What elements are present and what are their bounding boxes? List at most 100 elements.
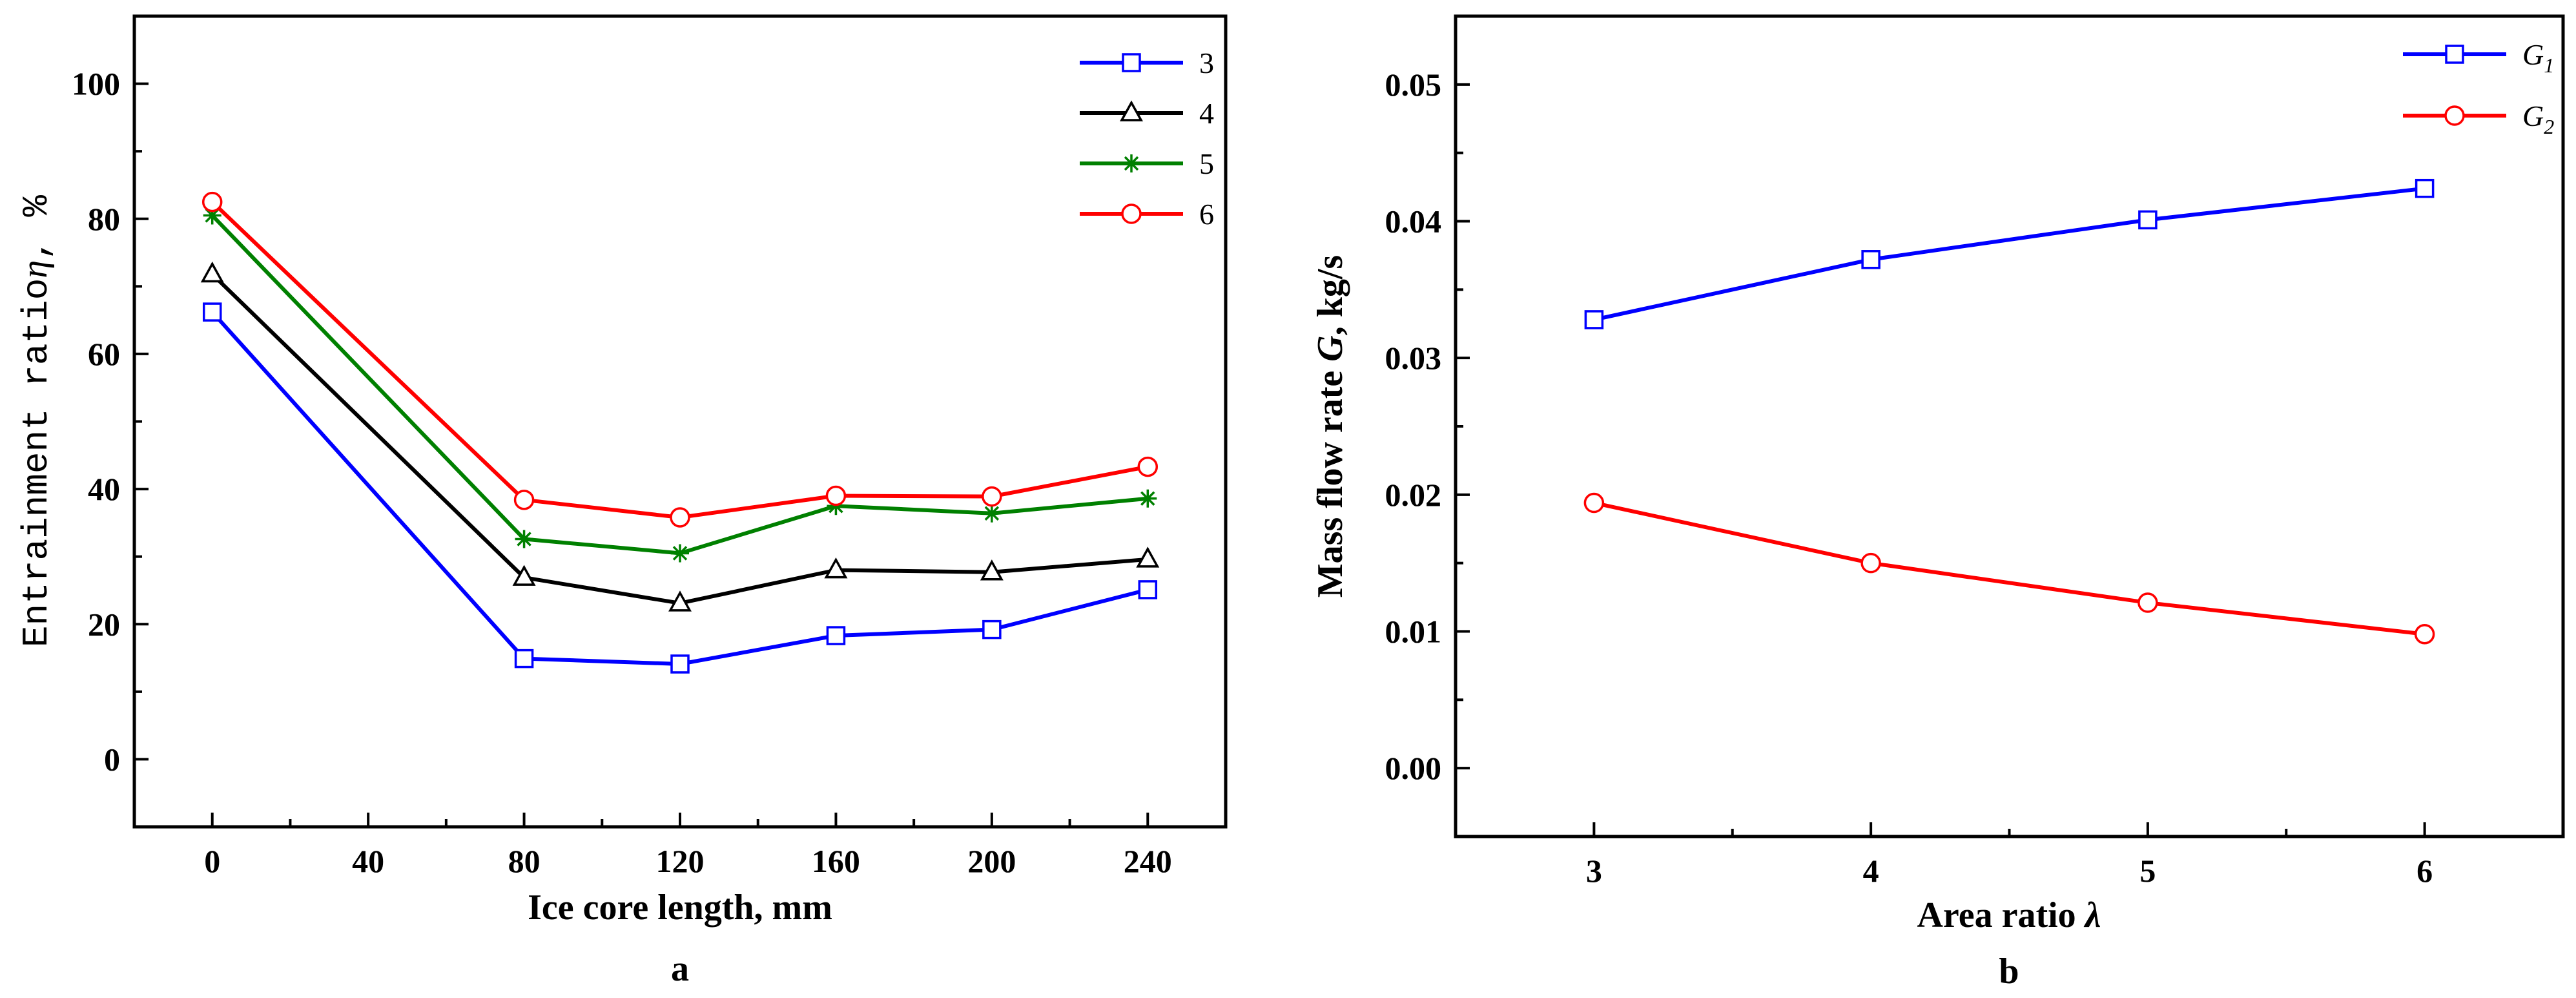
chart-a-legend-marker-6: [1121, 203, 1142, 224]
chart-b-series-g2-line: [1593, 501, 2425, 636]
chart-a-series-4-point-1: [512, 565, 536, 586]
chart-a-x-tick-label-1: 40: [352, 843, 384, 879]
chart-a-series-6-point-4: [982, 486, 1002, 507]
chart-b-y-tick-label-5: 0.05: [1385, 67, 1442, 103]
chart-b-y-tick-label-0: 0.00: [1385, 750, 1442, 786]
chart-a-y-axis-label-symbol: η: [15, 260, 55, 278]
chart-a-series-4-point-5: [1136, 546, 1160, 568]
chart-a-y-axis-label: Entrainment ratioη, %: [15, 195, 57, 647]
chart-b-y-axis-label-prefix: Mass flow rate: [1310, 371, 1350, 598]
chart-b-series-g2-point-2: [2138, 592, 2158, 613]
chart-b-series-g2: [1583, 492, 2435, 645]
chart-a-series-5: [203, 206, 1157, 563]
chart-a-series-5-point-4: [982, 504, 1001, 523]
chart-a-series: [200, 191, 1160, 674]
chart-a-series-6-point-3: [825, 485, 847, 506]
chart-a-x-tick-label-2: 80: [508, 843, 541, 879]
chart-b-x-tick-label-1: 4: [1863, 853, 1879, 889]
chart-b-y-tick-label-4: 0.04: [1385, 203, 1442, 240]
chart-a-series-6-point-2: [670, 507, 690, 528]
chart-a-series-3-point-5: [1138, 580, 1158, 599]
chart-a-legend-label-4: 4: [1199, 97, 1214, 130]
chart-a-series-5-point-0: [203, 206, 222, 225]
chart-a-y-tick-label-4: 80: [88, 201, 120, 237]
chart-a-series-4-line: [211, 273, 1148, 605]
chart-b-series-g1-point-1: [1861, 250, 1880, 269]
chart-a-series-4-point-2: [668, 590, 692, 612]
chart-b-y-axis-label: Mass flow rate G, kg/s: [1310, 255, 1350, 598]
chart-a-plot-frame: [132, 14, 1228, 829]
chart-a-series-3: [202, 302, 1158, 674]
chart-a-x-tick-label-6: 240: [1124, 843, 1172, 879]
chart-a-legend-item-5: 5: [1080, 147, 1214, 180]
chart-a-series-3-point-2: [670, 654, 690, 674]
chart-a-series-6-point-1: [513, 490, 535, 510]
chart-a-series-5-point-2: [671, 544, 689, 563]
chart-b-x-axis-label-symbol: λ: [2084, 895, 2101, 935]
chart-b-x-axis-label-prefix: Area ratio: [1917, 895, 2076, 935]
chart-b-y-tick-label-3: 0.03: [1385, 340, 1442, 376]
chart-b: 0.00 0.01 0.02 0.03 0.04 0.05 3 4 5 6 G1 G2 Area …: [1310, 14, 2565, 992]
chart-a-series-6-line: [211, 200, 1148, 520]
chart-a-legend-label-5: 5: [1199, 147, 1214, 180]
chart-a-legend-marker-5: [1122, 154, 1140, 172]
chart-b-x-tick-label-2: 5: [2139, 853, 2156, 889]
chart-a-series-5-point-5: [1139, 489, 1157, 508]
chart-a-series-6-point-5: [1137, 456, 1159, 477]
chart-a-series-3-line: [211, 311, 1149, 666]
chart-b-y-tick-label-2: 0.02: [1385, 477, 1442, 513]
chart-a-series-4-point-0: [200, 261, 224, 283]
chart-a-series-3-point-0: [202, 302, 222, 322]
chart-a-legend-label-3: 3: [1199, 47, 1214, 79]
chart-a-series-4-point-3: [824, 557, 848, 579]
chart-b-series-g1: [1584, 178, 2435, 329]
chart-a-x-tick-label-0: 0: [204, 843, 220, 879]
chart-a-y-tick-label-0: 0: [104, 741, 120, 777]
chart-b-series-g1-point-0: [1584, 310, 1604, 329]
chart-a-series-3-point-1: [514, 649, 534, 669]
chart-a-y-tick-label-5: 100: [72, 66, 120, 102]
chart-b-series-g2-point-0: [1583, 492, 1605, 514]
chart-a-legend-label-6: 6: [1199, 198, 1214, 231]
chart-b-series-g1-line: [1593, 186, 2425, 322]
chart-a-panel-label: a: [671, 949, 689, 989]
chart-a-series-6: [201, 191, 1159, 528]
chart-b-series: [1583, 178, 2435, 645]
chart-a-y-tick-label-2: 40: [88, 471, 120, 507]
chart-b-y-tick-label-1: 0.01: [1385, 614, 1442, 650]
chart-a-series-4: [200, 261, 1160, 612]
chart-a-series-6-point-0: [201, 191, 223, 213]
chart-a-series-4-point-4: [980, 559, 1004, 581]
chart-b-legend-marker-g1: [2445, 45, 2464, 64]
chart-a-y-tick-label-3: 60: [88, 336, 120, 372]
chart-b-panel-label: b: [1999, 951, 2019, 992]
chart-a-series-3-point-3: [826, 626, 846, 645]
chart-a-x-ticks: 0 40 80 120 160 200 240: [204, 813, 1172, 879]
chart-b-series-g1-point-2: [2138, 210, 2158, 230]
chart-b-series-g2-point-3: [2414, 623, 2435, 645]
chart-b-series-g2-point-1: [1860, 552, 1881, 574]
chart-b-legend: G1 G2: [2403, 38, 2554, 138]
chart-b-x-ticks: 3 4 5 6: [1586, 822, 2433, 889]
chart-a-x-tick-label-5: 200: [967, 843, 1016, 879]
chart-b-x-tick-label-0: 3: [1586, 853, 1602, 889]
chart-a-series-5-point-1: [515, 530, 533, 548]
chart-b-legend-marker-g2: [2444, 105, 2465, 126]
chart-b-x-axis-label: Area ratio λ: [1917, 895, 2101, 935]
chart-a-y-ticks: 0 20 40 60 80 100: [72, 66, 149, 777]
chart-a-y-tick-label-1: 20: [88, 606, 120, 642]
chart-b-x-tick-label-3: 6: [2416, 853, 2433, 889]
chart-a-legend-item-3: 3: [1080, 47, 1214, 79]
chart-a-x-axis-label: Ice core length, mm: [528, 888, 832, 928]
chart-b-legend-item-g1: G1: [2403, 38, 2554, 77]
chart-a-legend-item-4: 4: [1080, 97, 1214, 130]
chart-b-y-ticks: 0.00 0.01 0.02 0.03 0.04 0.05: [1385, 67, 1470, 786]
chart-a-legend-item-6: 6: [1080, 198, 1214, 231]
chart-b-plot-frame: [1454, 14, 2565, 838]
chart-a-x-tick-label-4: 160: [812, 843, 860, 879]
chart-b-y-axis-label-symbol: G: [1310, 335, 1350, 361]
chart-a-legend: 3 4 5 6: [1080, 47, 1214, 231]
chart-a-legend-marker-3: [1122, 53, 1141, 72]
